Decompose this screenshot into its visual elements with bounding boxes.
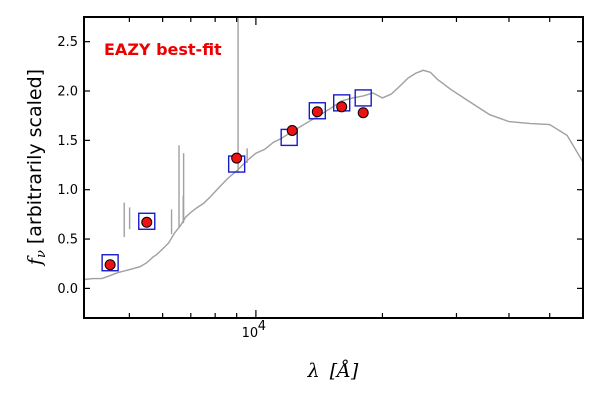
observed-point <box>286 124 298 136</box>
x-axis-unit: [Å] <box>330 360 359 382</box>
model-point <box>354 89 372 107</box>
y-tick-label: 1.5 <box>57 134 78 149</box>
x-axis-symbol: λ <box>307 360 320 382</box>
annotation-label: EAZY best-fit <box>104 40 222 59</box>
y-tick-label: 1.0 <box>57 183 78 198</box>
y-tick-label: 2.0 <box>57 85 78 100</box>
y-axis-symbol: f <box>24 255 46 267</box>
y-axis-subscript: ν <box>34 250 49 258</box>
model-point <box>308 102 327 120</box>
plot-frame <box>83 16 584 319</box>
y-axis-text: [arbitrarily scaled] <box>24 69 46 244</box>
observed-point <box>104 259 116 271</box>
y-tick-label: 0.0 <box>57 282 78 297</box>
x-tick-label: 10 <box>242 326 259 341</box>
model-point <box>138 212 156 230</box>
observed-point <box>141 216 153 228</box>
model-point <box>101 254 119 272</box>
y-tick-label: 2.5 <box>57 35 78 50</box>
plot-layer <box>84 17 583 281</box>
observed-point <box>311 106 323 118</box>
y-tick-label: 0.5 <box>57 233 78 248</box>
template-spectrum-line <box>84 69 583 281</box>
tick-layer: 0.0 0.5 1.0 1.5 2.0 2.5 10 4 <box>57 17 583 341</box>
x-axis-label: λ [Å] <box>307 360 359 382</box>
x-tick-exponent: 4 <box>258 319 266 334</box>
observed-point <box>357 107 369 119</box>
observed-point <box>336 101 348 113</box>
y-axis-label: fν [arbitrarily scaled] <box>24 69 49 267</box>
observed-point <box>231 152 243 164</box>
